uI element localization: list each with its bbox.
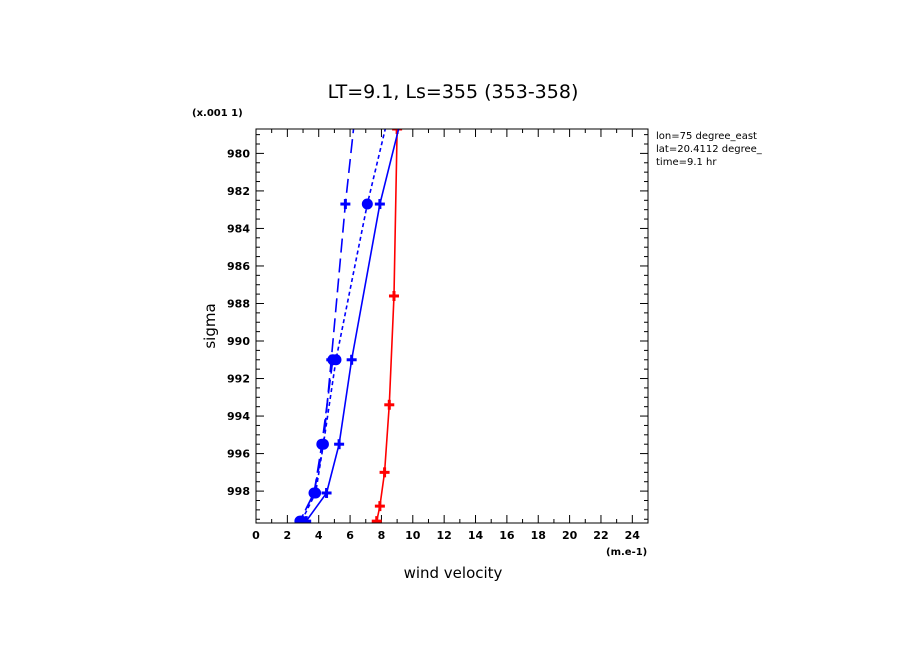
y-tick-label: 984: [227, 222, 250, 235]
y-unit-label: (x.001 1): [192, 108, 243, 119]
x-tick-label: 6: [346, 529, 354, 542]
chart-title: LT=9.1, Ls=355 (353-358): [328, 81, 579, 103]
y-tick-label: 980: [227, 147, 250, 160]
data-point: [379, 467, 390, 478]
data-point: [371, 516, 382, 523]
data-point: [361, 198, 373, 210]
series-line: [299, 359, 334, 522]
x-tick-label: 10: [405, 529, 421, 542]
x-unit-label: (m.e-1): [606, 547, 647, 558]
series-4: [294, 354, 339, 523]
data-point: [321, 487, 332, 498]
y-tick-label: 990: [227, 335, 250, 348]
x-tick-label: 14: [468, 529, 484, 542]
data-point: [388, 290, 399, 301]
data-point: [334, 439, 345, 450]
data-point: [316, 438, 328, 450]
x-tick-label: 18: [531, 529, 546, 542]
axis-ticks: 0 2 4 6 8 10 12 14 16 18 20 22 249809829849869889909…: [227, 129, 649, 542]
y-tick-label: 982: [227, 185, 250, 198]
series-group: [294, 129, 403, 523]
y-tick-label: 994: [227, 410, 250, 423]
x-tick-label: 2: [284, 529, 292, 542]
data-point: [327, 354, 339, 366]
data-point: [294, 515, 306, 523]
x-tick-label: 22: [593, 529, 608, 542]
x-tick-label: 0: [252, 529, 260, 542]
x-tick-label: 8: [378, 529, 386, 542]
x-tick-label: 16: [499, 529, 515, 542]
series-0: [371, 129, 403, 523]
data-point: [374, 199, 385, 210]
y-tick-label: 998: [227, 485, 250, 498]
series-line: [305, 129, 400, 522]
x-tick-label: 20: [562, 529, 578, 542]
data-point: [384, 399, 395, 410]
series-line: [300, 129, 387, 522]
x-tick-label: 4: [315, 529, 323, 542]
y-axis-label: sigma: [201, 303, 219, 348]
series-1: [301, 129, 400, 523]
series-3: [294, 129, 355, 523]
plot-frame: [255, 128, 649, 524]
data-point: [308, 487, 320, 499]
info-lon: lon=75 degree_east: [656, 131, 757, 142]
y-tick-label: 992: [227, 373, 250, 386]
info-lat: lat=20.4112 degree_: [656, 144, 763, 155]
data-point: [346, 354, 357, 365]
info-time: time=9.1 hr: [656, 157, 717, 168]
series-line: [375, 129, 398, 522]
x-tick-label: 24: [625, 529, 641, 542]
data-point: [340, 199, 351, 210]
y-tick-label: 988: [227, 297, 250, 310]
y-tick-label: 986: [227, 260, 250, 273]
data-point: [374, 501, 385, 512]
x-tick-label: 12: [437, 529, 452, 542]
x-axis-label: wind velocity: [404, 564, 503, 582]
y-tick-label: 996: [227, 448, 250, 461]
